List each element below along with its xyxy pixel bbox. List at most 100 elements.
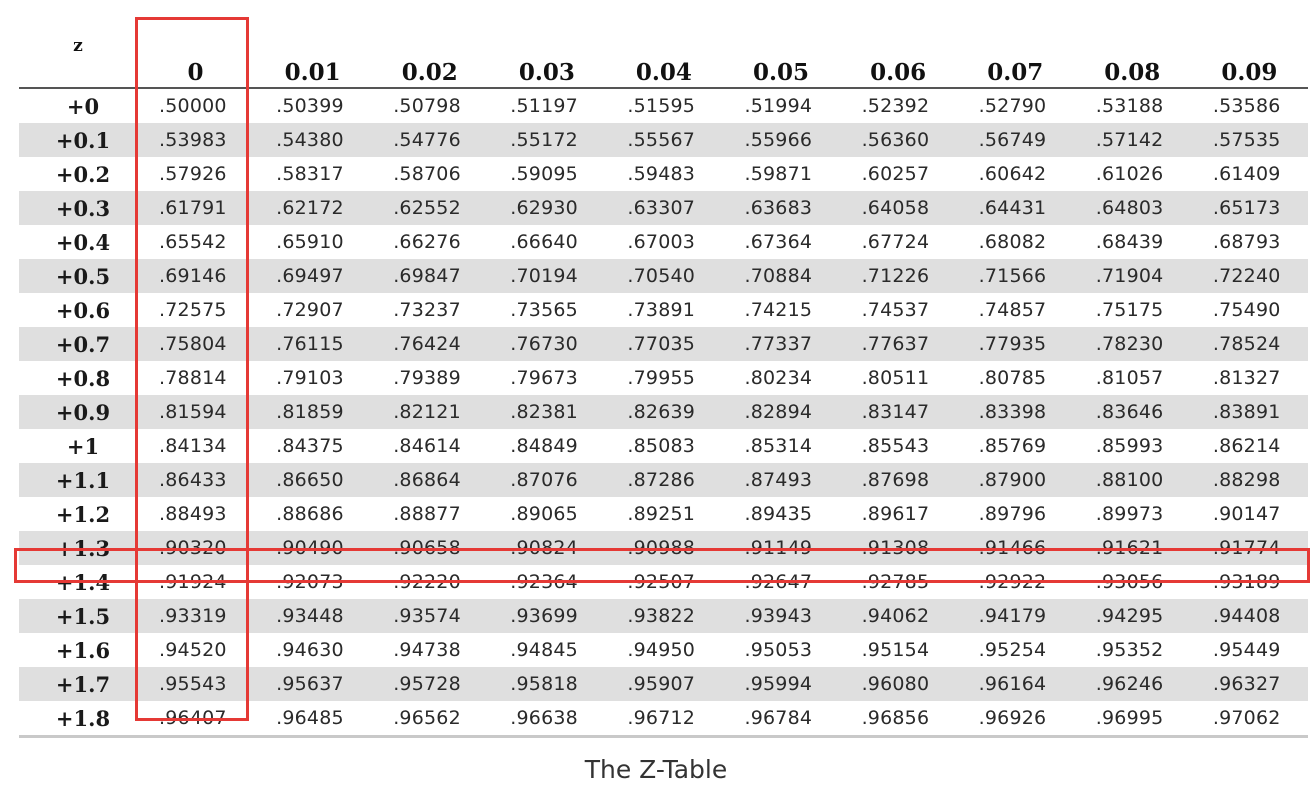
probability-cell: .50399 [276, 95, 344, 117]
table-row: +0.5.69146.69497.69847.70194.70540.70884… [19, 259, 1308, 293]
probability-cell: .59095 [510, 163, 578, 185]
table-row: +1.3.90320.90490.90658.90824.90988.91149… [19, 531, 1308, 565]
probability-cell: .91621 [1073, 531, 1191, 565]
probability-cell: .91149 [722, 531, 840, 565]
probability-cell: .82381 [488, 395, 606, 429]
probability-cell: .95053 [744, 639, 813, 661]
probability-cell: .58317 [276, 163, 344, 185]
probability-cell: .75804 [137, 327, 255, 361]
z-value-cell: +1 [66, 433, 100, 459]
column-header: 0.03 [488, 20, 606, 89]
probability-cell: .62930 [488, 191, 606, 225]
probability-cell: .76115 [254, 327, 372, 361]
probability-cell: .75175 [1095, 299, 1164, 321]
probability-cell: .94295 [1073, 599, 1191, 633]
probability-cell: .72907 [276, 299, 344, 321]
probability-cell: .90824 [488, 531, 606, 565]
probability-cell: .75490 [1212, 299, 1281, 321]
probability-cell: .64803 [1073, 191, 1191, 225]
probability-cell: .90988 [605, 531, 723, 565]
probability-cell: .89435 [744, 503, 813, 525]
probability-cell: .65910 [276, 231, 344, 253]
probability-cell: .86433 [137, 463, 255, 497]
probability-cell: .71226 [839, 259, 957, 293]
probability-cell: .52790 [978, 95, 1047, 117]
probability-cell: .85083 [627, 435, 696, 457]
probability-cell: .83646 [1073, 395, 1191, 429]
probability-cell: .91308 [839, 531, 957, 565]
probability-cell: .81594 [137, 395, 255, 429]
probability-cell: .90147 [1212, 503, 1281, 525]
probability-cell: .79955 [627, 367, 696, 389]
probability-cell: .60257 [861, 163, 930, 185]
probability-cell: .84614 [393, 435, 461, 457]
probability-cell: .94062 [839, 599, 957, 633]
probability-cell: .63683 [722, 191, 840, 225]
probability-cell: .60642 [978, 163, 1047, 185]
probability-cell: .84375 [276, 435, 344, 457]
header-row: z 0 0.01 0.02 0.03 0.04 0.05 0.06 0.07 0… [19, 20, 1308, 89]
probability-cell: .69146 [137, 259, 255, 293]
probability-cell: .77337 [722, 327, 840, 361]
probability-cell: .88100 [1073, 463, 1191, 497]
probability-cell: .80234 [744, 367, 813, 389]
probability-cell: .51994 [744, 95, 813, 117]
probability-cell: .96712 [605, 701, 723, 738]
probability-cell: .93448 [254, 599, 372, 633]
probability-cell: .77637 [839, 327, 957, 361]
probability-cell: .72575 [159, 299, 227, 321]
column-header: 0.01 [254, 20, 372, 89]
probability-cell: .88493 [159, 503, 227, 525]
probability-cell: .74537 [861, 299, 930, 321]
probability-cell: .68082 [978, 231, 1047, 253]
probability-cell: .89251 [627, 503, 696, 525]
probability-cell: .57535 [1190, 123, 1308, 157]
probability-cell: .70540 [605, 259, 723, 293]
probability-cell: .61026 [1095, 163, 1164, 185]
probability-cell: .93943 [722, 599, 840, 633]
z-value-cell: +0.1 [19, 123, 137, 157]
probability-cell: .91924 [159, 571, 227, 593]
probability-cell: .85769 [978, 435, 1047, 457]
z-value-cell: +0.9 [19, 395, 137, 429]
z-value-cell: +1.6 [55, 637, 111, 663]
probability-cell: .57142 [1073, 123, 1191, 157]
probability-cell: .83147 [839, 395, 957, 429]
probability-cell: .71566 [956, 259, 1074, 293]
probability-cell: .80511 [861, 367, 930, 389]
probability-cell: .94408 [1190, 599, 1308, 633]
probability-cell: .96327 [1190, 667, 1308, 701]
probability-cell: .81057 [1095, 367, 1164, 389]
table-row: +1 .84134 .84375 .84614 .84849 .85083 .85314 .8… [19, 429, 1308, 463]
column-header: 0 [137, 20, 255, 89]
probability-cell: .90320 [137, 531, 255, 565]
probability-cell: .61791 [137, 191, 255, 225]
probability-cell: .96926 [956, 701, 1074, 738]
probability-cell: .87493 [722, 463, 840, 497]
probability-cell: .87286 [605, 463, 723, 497]
probability-cell: .83398 [956, 395, 1074, 429]
probability-cell: .95352 [1095, 639, 1164, 661]
probability-cell: .88298 [1190, 463, 1308, 497]
probability-cell: .59871 [744, 163, 813, 185]
probability-cell: .96562 [371, 701, 489, 738]
probability-cell: .95818 [488, 667, 606, 701]
column-header: 0.08 [1073, 20, 1191, 89]
probability-cell: .96856 [839, 701, 957, 738]
probability-cell: .80785 [978, 367, 1047, 389]
probability-cell: .54380 [254, 123, 372, 157]
probability-cell: .79103 [276, 367, 344, 389]
z-value-cell: +0.4 [55, 229, 111, 255]
column-header: 0.02 [371, 20, 489, 89]
table-row: +1.4 .91924 .92073 .92220 .92364 .92507 .92647… [19, 565, 1308, 599]
probability-cell: .87076 [488, 463, 606, 497]
table-row: +1.5.93319.93448.93574.93699.93822.93943… [19, 599, 1308, 633]
probability-cell: .67364 [744, 231, 813, 253]
z-value-cell: +0.5 [19, 259, 137, 293]
probability-cell: .66276 [393, 231, 461, 253]
probability-cell: .88686 [276, 503, 344, 525]
probability-cell: .92647 [744, 571, 813, 593]
probability-cell: .95637 [254, 667, 372, 701]
probability-cell: .73237 [393, 299, 461, 321]
table-row: +1.7.95543.95637.95728.95818.95907.95994… [19, 667, 1308, 701]
